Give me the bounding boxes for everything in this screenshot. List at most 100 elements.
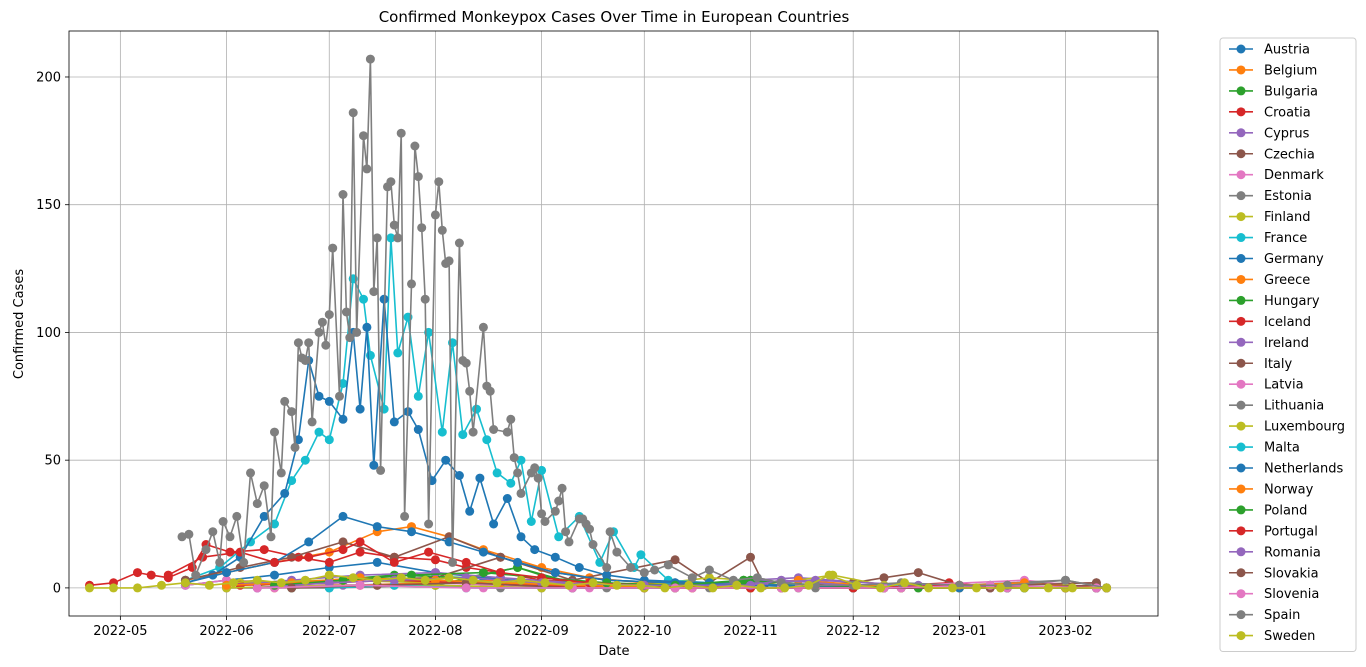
data-point-france [526, 517, 536, 526]
data-point-slovenia [355, 580, 365, 590]
data-point-spain [424, 519, 434, 529]
data-point-germany [314, 391, 324, 401]
legend-item-finland: Finland [1229, 210, 1310, 225]
data-point-spain [317, 317, 327, 327]
data-point-sweden [804, 580, 814, 590]
data-point-sweden [564, 580, 574, 590]
legend-marker [1236, 631, 1246, 641]
data-point-sweden [157, 580, 166, 590]
data-point-sweden [948, 583, 957, 593]
data-point-spain [537, 509, 547, 519]
data-point-portugal [355, 537, 365, 547]
data-point-portugal [338, 545, 348, 555]
legend-marker [1236, 589, 1246, 599]
legend-label: Estonia [1264, 189, 1312, 204]
data-point-spain [434, 177, 444, 187]
legend: Austria Belgium Bulgaria Croatia Cyprus Czech… [1219, 37, 1357, 653]
data-point-sweden [109, 583, 118, 593]
legend-marker [1236, 568, 1246, 578]
data-point-spain [290, 442, 300, 452]
data-point-spain [386, 177, 396, 187]
data-point-spain [533, 473, 543, 483]
data-point-france [492, 468, 502, 478]
x-tick-label: 2023-02 [1038, 624, 1092, 639]
data-point-spain [639, 568, 649, 578]
legend-item-cyprus: Cyprus [1229, 126, 1310, 141]
data-point-spain [605, 527, 615, 537]
data-point-sweden [1043, 583, 1053, 593]
data-point-spain [321, 340, 331, 350]
data-point-croatia [355, 547, 365, 557]
data-point-czechia [670, 555, 680, 565]
data-point-france [506, 478, 516, 488]
data-point-france [324, 435, 334, 445]
y-tick-label: 150 [36, 198, 61, 213]
legend-item-italy: Italy [1229, 357, 1293, 372]
data-point-germany [413, 425, 423, 434]
legend-label: Germany [1264, 252, 1324, 267]
data-point-netherlands [550, 568, 560, 578]
data-point-spain [513, 468, 523, 478]
data-point-spain [362, 164, 372, 174]
data-point-czechia [879, 573, 889, 583]
data-point-spain [369, 287, 379, 297]
series-lines [85, 54, 1112, 593]
data-point-spain [448, 557, 457, 567]
data-point-germany [530, 545, 540, 555]
x-tick-label: 2022-05 [93, 624, 147, 639]
chart-title: Confirmed Monkeypox Cases Over Time in E… [379, 8, 850, 26]
data-point-sweden [756, 583, 766, 593]
data-point-france [554, 532, 564, 542]
data-point-spain [266, 532, 276, 542]
legend-marker [1236, 421, 1246, 431]
legend-marker [1236, 212, 1246, 222]
data-point-spain [314, 327, 324, 337]
data-point-spain [413, 172, 423, 182]
legend-marker [1236, 254, 1246, 263]
x-tick-label: 2022-12 [826, 624, 880, 639]
data-point-croatia [146, 570, 156, 580]
data-point-sweden [612, 580, 622, 590]
data-point-portugal [304, 552, 314, 562]
legend-label: Ireland [1264, 336, 1309, 351]
data-point-spain [444, 256, 454, 266]
x-tick-label: 2022-07 [302, 624, 356, 639]
legend-item-norway: Norway [1229, 482, 1314, 497]
data-point-germany [389, 417, 399, 427]
data-point-sweden [204, 580, 214, 590]
x-tick-label: 2023-01 [932, 624, 986, 639]
legend-label: Romania [1264, 545, 1321, 560]
legend-marker [1236, 107, 1246, 117]
legend-item-denmark: Denmark [1229, 168, 1324, 183]
data-point-spain [516, 488, 526, 498]
data-point-spain [430, 210, 440, 220]
legend-label: Czechia [1264, 147, 1315, 162]
data-point-portugal [270, 557, 279, 567]
data-point-spain [338, 190, 348, 199]
data-point-spain [307, 417, 317, 427]
data-point-sweden [924, 583, 934, 593]
data-point-spain [400, 511, 410, 521]
data-point-poland [407, 570, 416, 580]
legend-label: Spain [1264, 608, 1300, 623]
data-point-france [338, 379, 348, 388]
data-point-sweden [133, 583, 142, 593]
data-point-sweden [972, 583, 981, 593]
series-line-germany [185, 298, 1107, 589]
data-point-spain [335, 391, 344, 401]
data-point-croatia [259, 545, 269, 555]
legend-label: Norway [1264, 482, 1314, 497]
legend-label: Lithuania [1264, 399, 1324, 414]
data-point-netherlands [513, 557, 523, 567]
data-point-spain [663, 560, 673, 570]
data-point-france [359, 294, 368, 304]
data-point-spain [252, 499, 262, 509]
data-point-spain [602, 563, 612, 572]
legend-item-france: France [1229, 231, 1307, 246]
legend-item-ireland: Ireland [1229, 336, 1309, 351]
legend-label: Greece [1264, 273, 1310, 288]
data-point-sweden [180, 578, 190, 588]
legend-item-malta: Malta [1229, 441, 1300, 456]
